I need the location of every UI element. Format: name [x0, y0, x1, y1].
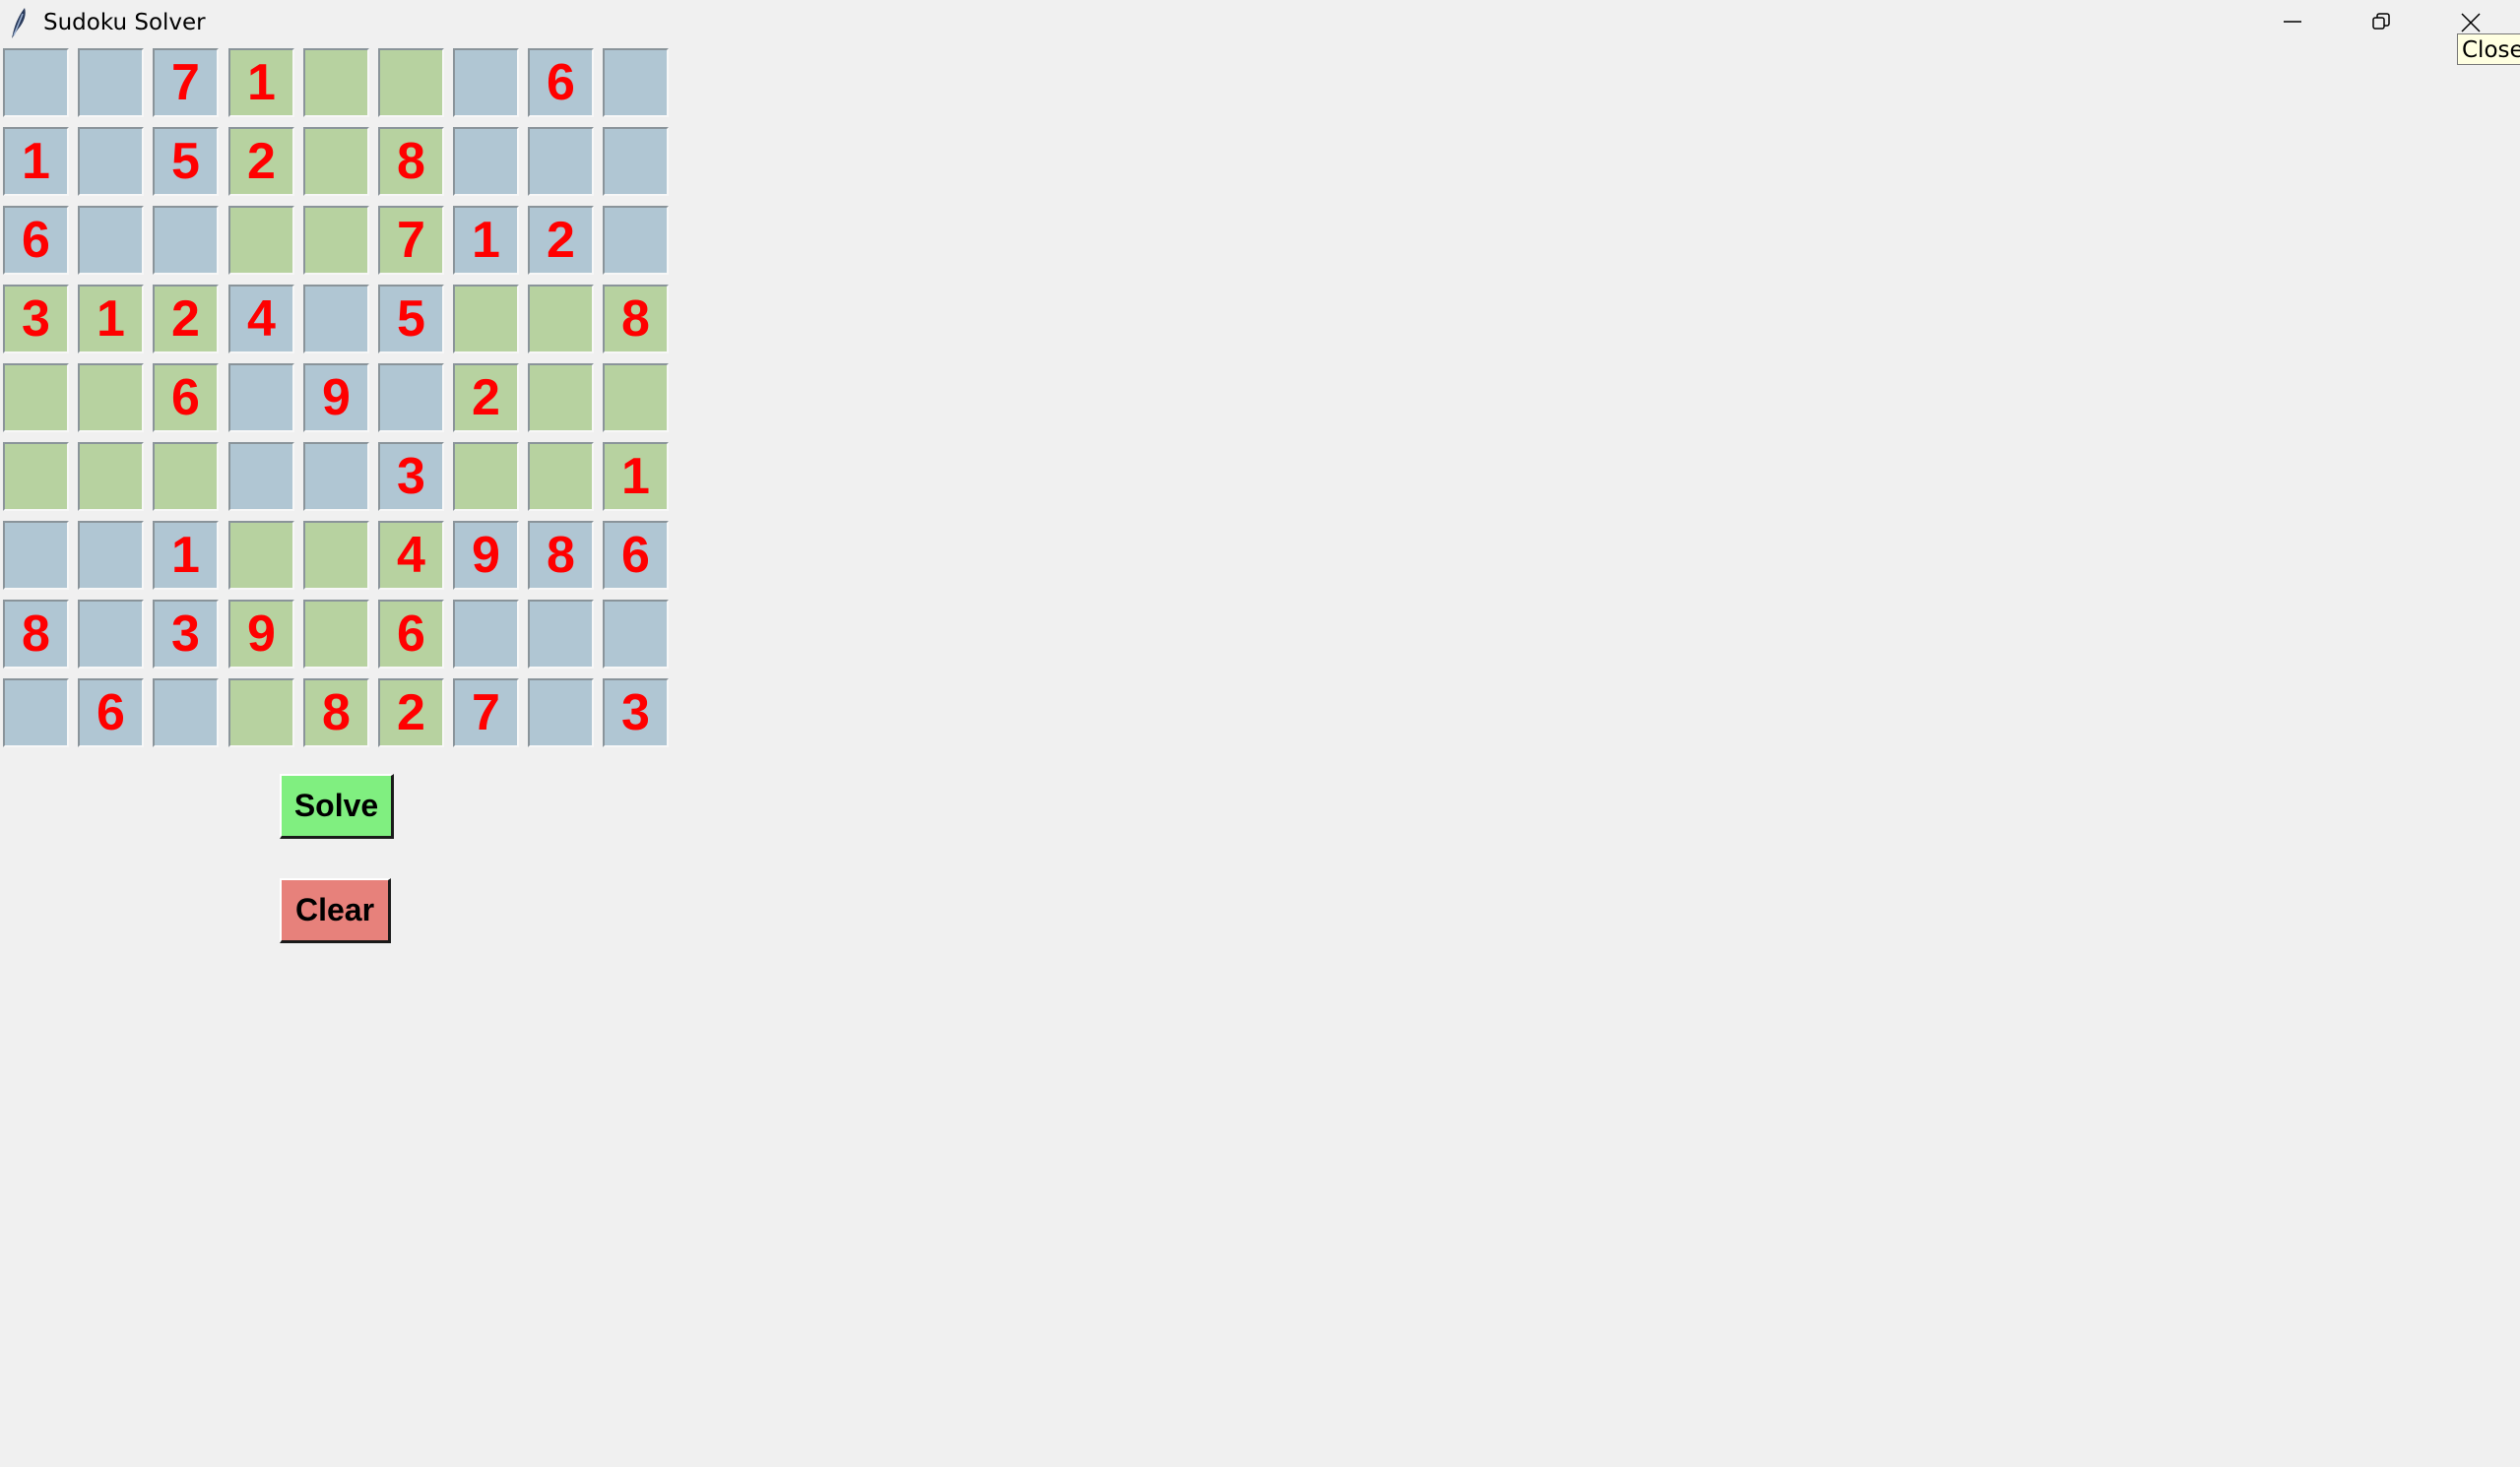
sudoku-cell[interactable] — [78, 206, 144, 275]
sudoku-cell[interactable]: 7 — [453, 678, 519, 747]
sudoku-cell[interactable]: 1 — [153, 521, 219, 590]
sudoku-cell[interactable]: 5 — [378, 285, 444, 353]
sudoku-cell[interactable] — [528, 442, 594, 511]
sudoku-cell[interactable] — [528, 127, 594, 196]
sudoku-cell[interactable] — [228, 206, 294, 275]
sudoku-cell[interactable] — [603, 600, 669, 669]
restore-icon — [2372, 13, 2390, 30]
sudoku-cell[interactable]: 8 — [3, 600, 69, 669]
sudoku-cell[interactable] — [303, 285, 369, 353]
sudoku-cell[interactable] — [303, 206, 369, 275]
sudoku-cell[interactable] — [228, 521, 294, 590]
sudoku-cell[interactable]: 1 — [3, 127, 69, 196]
sudoku-cell[interactable]: 6 — [378, 600, 444, 669]
sudoku-cell[interactable] — [78, 600, 144, 669]
feather-icon — [8, 6, 30, 39]
sudoku-cell[interactable]: 6 — [3, 206, 69, 275]
sudoku-cell[interactable] — [603, 127, 669, 196]
sudoku-cell[interactable]: 9 — [228, 600, 294, 669]
sudoku-cell[interactable]: 9 — [303, 363, 369, 432]
sudoku-cell[interactable]: 7 — [378, 206, 444, 275]
sudoku-cell[interactable]: 1 — [603, 442, 669, 511]
sudoku-cell[interactable] — [303, 48, 369, 117]
sudoku-cell[interactable]: 2 — [228, 127, 294, 196]
sudoku-cell[interactable]: 3 — [3, 285, 69, 353]
sudoku-cell[interactable]: 1 — [453, 206, 519, 275]
sudoku-cell[interactable] — [228, 363, 294, 432]
sudoku-cell[interactable] — [528, 363, 594, 432]
sudoku-cell[interactable]: 5 — [153, 127, 219, 196]
sudoku-cell[interactable] — [453, 285, 519, 353]
minimize-button[interactable] — [2247, 0, 2336, 45]
window-title: Sudoku Solver — [43, 10, 206, 35]
close-icon — [2461, 13, 2481, 32]
sudoku-cell[interactable] — [3, 678, 69, 747]
close-button[interactable] — [2424, 0, 2520, 45]
sudoku-cell[interactable] — [303, 442, 369, 511]
solve-button[interactable]: Solve — [280, 774, 394, 839]
sudoku-cell[interactable] — [378, 48, 444, 117]
sudoku-cell[interactable]: 6 — [78, 678, 144, 747]
close-tooltip: Close — [2457, 33, 2520, 65]
sudoku-cell[interactable]: 1 — [228, 48, 294, 117]
sudoku-cell[interactable]: 2 — [528, 206, 594, 275]
sudoku-cell[interactable] — [303, 600, 369, 669]
sudoku-cell[interactable]: 1 — [78, 285, 144, 353]
sudoku-cell[interactable] — [303, 127, 369, 196]
sudoku-cell[interactable] — [3, 521, 69, 590]
sudoku-cell[interactable]: 8 — [528, 521, 594, 590]
sudoku-cell[interactable] — [453, 442, 519, 511]
sudoku-cell[interactable] — [603, 48, 669, 117]
sudoku-cell[interactable]: 8 — [603, 285, 669, 353]
sudoku-cell[interactable]: 6 — [528, 48, 594, 117]
sudoku-cell[interactable]: 3 — [153, 600, 219, 669]
sudoku-cell[interactable] — [453, 127, 519, 196]
sudoku-cell[interactable] — [3, 48, 69, 117]
sudoku-cell[interactable]: 2 — [153, 285, 219, 353]
sudoku-cell[interactable]: 2 — [378, 678, 444, 747]
sudoku-cell[interactable]: 3 — [603, 678, 669, 747]
sudoku-cell[interactable] — [453, 48, 519, 117]
clear-button[interactable]: Clear — [280, 878, 391, 943]
sudoku-cell[interactable] — [228, 442, 294, 511]
sudoku-cell[interactable]: 7 — [153, 48, 219, 117]
sudoku-cell[interactable] — [78, 127, 144, 196]
sudoku-cell[interactable] — [378, 363, 444, 432]
sudoku-cell[interactable] — [303, 521, 369, 590]
restore-button[interactable] — [2336, 0, 2424, 45]
sudoku-cell[interactable] — [78, 48, 144, 117]
sudoku-cell[interactable]: 9 — [453, 521, 519, 590]
sudoku-cell[interactable] — [3, 363, 69, 432]
sudoku-cell[interactable] — [78, 363, 144, 432]
sudoku-cell[interactable] — [153, 678, 219, 747]
sudoku-cell[interactable] — [528, 678, 594, 747]
sudoku-cell[interactable] — [153, 206, 219, 275]
title-bar: Sudoku Solver — [0, 0, 2520, 45]
sudoku-cell[interactable] — [528, 285, 594, 353]
sudoku-cell[interactable] — [78, 521, 144, 590]
minimize-icon — [2284, 21, 2301, 23]
sudoku-cell[interactable]: 8 — [378, 127, 444, 196]
sudoku-cell[interactable]: 6 — [153, 363, 219, 432]
sudoku-cell[interactable]: 8 — [303, 678, 369, 747]
sudoku-cell[interactable] — [78, 442, 144, 511]
sudoku-cell[interactable] — [153, 442, 219, 511]
sudoku-cell[interactable] — [3, 442, 69, 511]
sudoku-cell[interactable] — [228, 678, 294, 747]
sudoku-cell[interactable]: 3 — [378, 442, 444, 511]
sudoku-cell[interactable] — [453, 600, 519, 669]
sudoku-cell[interactable]: 4 — [228, 285, 294, 353]
sudoku-cell[interactable] — [528, 600, 594, 669]
sudoku-cell[interactable]: 4 — [378, 521, 444, 590]
sudoku-cell[interactable]: 6 — [603, 521, 669, 590]
sudoku-cell[interactable]: 2 — [453, 363, 519, 432]
sudoku-cell[interactable] — [603, 363, 669, 432]
sudoku-cell[interactable] — [603, 206, 669, 275]
